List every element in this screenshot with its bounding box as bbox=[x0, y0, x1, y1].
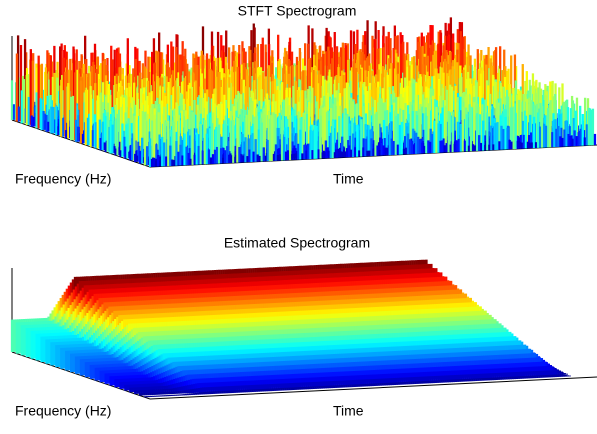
surface bbox=[10, 17, 597, 167]
chart-title: STFT Spectrogram bbox=[238, 3, 357, 19]
